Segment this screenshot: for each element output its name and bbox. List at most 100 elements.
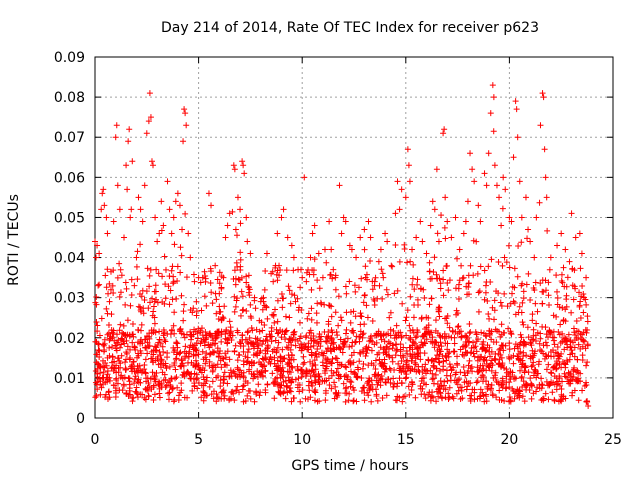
data-point-marker <box>368 347 375 354</box>
data-point-marker <box>289 364 296 371</box>
data-point-marker <box>231 308 238 315</box>
data-point-marker <box>417 285 424 292</box>
data-point-marker <box>392 352 399 359</box>
data-point-marker <box>151 288 158 295</box>
data-point-marker <box>510 387 517 394</box>
data-point-marker <box>579 331 586 338</box>
data-point-marker <box>559 279 566 286</box>
data-point-marker <box>140 310 147 317</box>
data-point-marker <box>328 367 335 374</box>
data-point-marker <box>453 311 460 318</box>
data-point-marker <box>196 366 203 373</box>
data-point-marker <box>301 341 308 348</box>
data-point-marker <box>516 394 523 401</box>
data-point-marker <box>311 397 318 404</box>
data-point-marker <box>431 344 438 351</box>
data-point-marker <box>178 292 185 299</box>
data-point-marker <box>244 379 251 386</box>
data-point-marker <box>145 380 152 387</box>
data-point-marker <box>403 348 410 355</box>
data-point-marker <box>378 266 385 273</box>
data-point-marker <box>155 339 162 346</box>
data-point-marker <box>539 90 546 97</box>
data-point-marker <box>274 277 281 284</box>
data-point-marker <box>555 380 562 387</box>
data-point-marker <box>545 279 552 286</box>
data-point-marker <box>94 322 101 329</box>
data-point-marker <box>531 254 538 261</box>
data-point-marker <box>227 367 234 374</box>
data-point-marker <box>545 301 552 308</box>
data-point-marker <box>461 352 468 359</box>
data-point-marker <box>397 365 404 372</box>
data-point-marker <box>284 234 291 241</box>
data-point-marker <box>541 146 548 153</box>
data-point-marker <box>258 319 265 326</box>
data-point-marker <box>193 308 200 315</box>
data-point-marker <box>260 356 267 363</box>
data-point-marker <box>290 267 297 274</box>
data-point-marker <box>161 253 168 260</box>
data-point-marker <box>474 364 481 371</box>
data-point-marker <box>247 313 254 320</box>
data-point-marker <box>438 382 445 389</box>
data-point-marker <box>337 345 344 352</box>
data-point-marker <box>132 373 139 380</box>
data-point-marker <box>150 396 157 403</box>
data-point-marker <box>446 384 453 391</box>
data-point-marker <box>434 352 441 359</box>
data-point-marker <box>259 355 266 362</box>
data-point-marker <box>129 339 136 346</box>
data-point-marker <box>358 275 365 282</box>
data-point-marker <box>476 395 483 402</box>
data-point-marker <box>527 339 534 346</box>
data-point-marker <box>123 349 130 356</box>
data-point-marker <box>140 305 147 312</box>
data-point-marker <box>247 395 254 402</box>
data-point-marker <box>414 276 421 283</box>
data-point-marker <box>141 394 148 401</box>
data-point-marker <box>414 296 421 303</box>
data-point-marker <box>214 276 221 283</box>
data-point-marker <box>177 244 184 251</box>
data-point-marker <box>193 340 200 347</box>
data-point-marker <box>237 249 244 256</box>
data-point-marker <box>244 329 251 336</box>
data-point-marker <box>567 351 574 358</box>
data-point-marker <box>298 366 305 373</box>
data-point-marker <box>176 202 183 209</box>
data-point-marker <box>105 322 112 329</box>
data-point-marker <box>562 373 569 380</box>
data-point-marker <box>193 298 200 305</box>
data-point-marker <box>109 282 116 289</box>
data-point-marker <box>545 361 552 368</box>
data-point-marker <box>240 162 247 169</box>
data-point-marker <box>279 374 286 381</box>
data-point-marker <box>475 289 482 296</box>
data-point-marker <box>474 270 481 277</box>
data-point-marker <box>534 370 541 377</box>
data-point-marker <box>558 386 565 393</box>
data-point-marker <box>119 387 126 394</box>
data-point-marker <box>156 394 163 401</box>
data-point-marker <box>545 396 552 403</box>
data-point-marker <box>202 278 209 285</box>
data-point-marker <box>245 328 252 335</box>
data-point-marker <box>280 295 287 302</box>
data-point-marker <box>512 341 519 348</box>
data-point-marker <box>551 364 558 371</box>
data-point-marker <box>344 376 351 383</box>
data-point-marker <box>299 345 306 352</box>
data-point-marker <box>423 250 430 257</box>
data-point-marker <box>296 381 303 388</box>
data-point-marker <box>261 302 268 309</box>
data-point-marker <box>423 381 430 388</box>
data-point-marker <box>398 379 405 386</box>
data-point-marker <box>122 279 129 286</box>
data-point-marker <box>484 385 491 392</box>
data-point-marker <box>444 218 451 225</box>
data-point-marker <box>489 362 496 369</box>
y-tick-label: 0.06 <box>54 170 85 186</box>
data-point-marker <box>187 332 194 339</box>
data-point-marker <box>240 348 247 355</box>
